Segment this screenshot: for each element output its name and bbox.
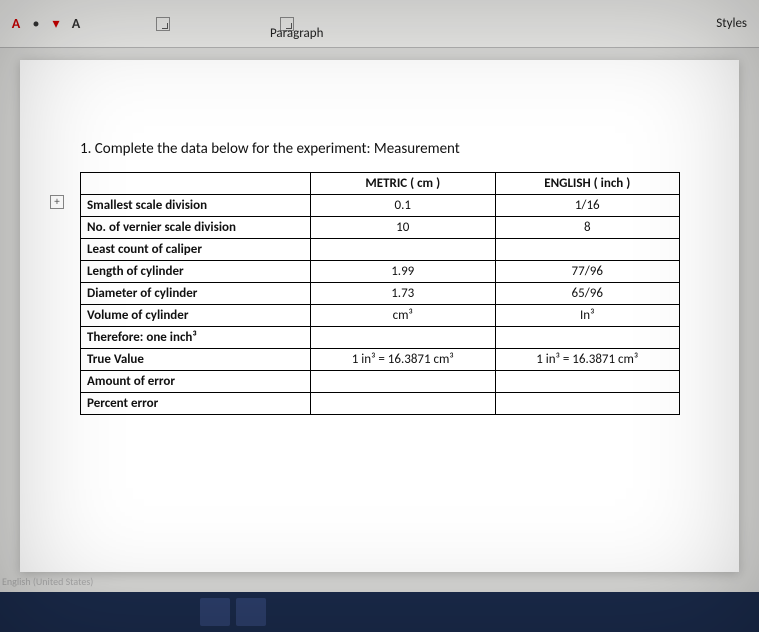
cell-metric[interactable]: cm³ xyxy=(311,305,496,327)
table-row: Amount of error xyxy=(81,371,680,393)
cell-english[interactable]: 8 xyxy=(495,217,680,239)
paragraph-group-label: Paragraph xyxy=(270,26,323,41)
cell-english[interactable]: 65/96 xyxy=(495,283,680,305)
cell-metric[interactable] xyxy=(311,393,496,415)
table-row: No. of vernier scale division 10 8 xyxy=(81,217,680,239)
table-row: True Value 1 in³ = 16.3871 cm³ 1 in³ = 1… xyxy=(81,349,680,371)
ribbon-bar: A • ▾ A Paragraph Styles xyxy=(0,0,759,48)
cell-metric[interactable]: 1.99 xyxy=(311,261,496,283)
cell-metric[interactable] xyxy=(311,371,496,393)
row-label: Length of cylinder xyxy=(81,261,311,283)
measurement-table: METRIC ( cm ) ENGLISH ( inch ) Smallest … xyxy=(80,172,680,415)
table-row: Therefore: one inch³ xyxy=(81,327,680,349)
font-dialog-launcher-icon[interactable] xyxy=(156,17,170,31)
table-row: Smallest scale division 0.1 1/16 xyxy=(81,195,680,217)
cell-english[interactable] xyxy=(495,393,680,415)
row-label: Smallest scale division xyxy=(81,195,311,217)
cell-metric[interactable]: 1.73 xyxy=(311,283,496,305)
instruction-text: 1. Complete the data below for the exper… xyxy=(80,140,699,158)
cell-english[interactable] xyxy=(495,239,680,261)
row-label: Volume of cylinder xyxy=(81,305,311,327)
table-row: Volume of cylinder cm³ In³ xyxy=(81,305,680,327)
cell-english[interactable] xyxy=(495,327,680,349)
row-label: Amount of error xyxy=(81,371,311,393)
row-label: Therefore: one inch³ xyxy=(81,327,311,349)
header-english: ENGLISH ( inch ) xyxy=(495,173,680,195)
table-row: Percent error xyxy=(81,393,680,415)
cell-english[interactable]: 77/96 xyxy=(495,261,680,283)
header-blank xyxy=(81,173,311,195)
table-row: Length of cylinder 1.99 77/96 xyxy=(81,261,680,283)
row-label: Percent error xyxy=(81,393,311,415)
table-row: Diameter of cylinder 1.73 65/96 xyxy=(81,283,680,305)
highlight-icon[interactable]: ▾ xyxy=(48,16,64,32)
table-row: Least count of caliper xyxy=(81,239,680,261)
cell-english[interactable]: 1/16 xyxy=(495,195,680,217)
header-metric: METRIC ( cm ) xyxy=(311,173,496,195)
cell-metric[interactable] xyxy=(311,239,496,261)
row-label: No. of vernier scale division xyxy=(81,217,311,239)
document-page: 1. Complete the data below for the exper… xyxy=(20,60,739,572)
table-move-handle-icon[interactable]: + xyxy=(50,195,64,209)
cell-metric[interactable]: 0.1 xyxy=(311,195,496,217)
taskbar-app-icon[interactable] xyxy=(200,598,230,626)
cell-english[interactable]: 1 in³ = 16.3871 cm³ xyxy=(495,349,680,371)
text-effects-icon[interactable]: A xyxy=(68,16,84,32)
cell-metric[interactable]: 10 xyxy=(311,217,496,239)
font-color-icon[interactable]: A xyxy=(8,16,24,32)
cell-metric[interactable] xyxy=(311,327,496,349)
bullet-icon[interactable]: • xyxy=(28,16,44,32)
row-label: Diameter of cylinder xyxy=(81,283,311,305)
row-label: Least count of caliper xyxy=(81,239,311,261)
cell-metric[interactable]: 1 in³ = 16.3871 cm³ xyxy=(311,349,496,371)
status-language[interactable]: English (United States) xyxy=(2,575,93,588)
taskbar-app-icon[interactable] xyxy=(236,598,266,626)
row-label: True Value xyxy=(81,349,311,371)
windows-taskbar[interactable] xyxy=(0,592,759,632)
table-header-row: METRIC ( cm ) ENGLISH ( inch ) xyxy=(81,173,680,195)
styles-group-label: Styles xyxy=(716,16,747,31)
cell-english[interactable]: In³ xyxy=(495,305,680,327)
cell-english[interactable] xyxy=(495,371,680,393)
font-icon-group: A • ▾ A xyxy=(8,16,84,32)
